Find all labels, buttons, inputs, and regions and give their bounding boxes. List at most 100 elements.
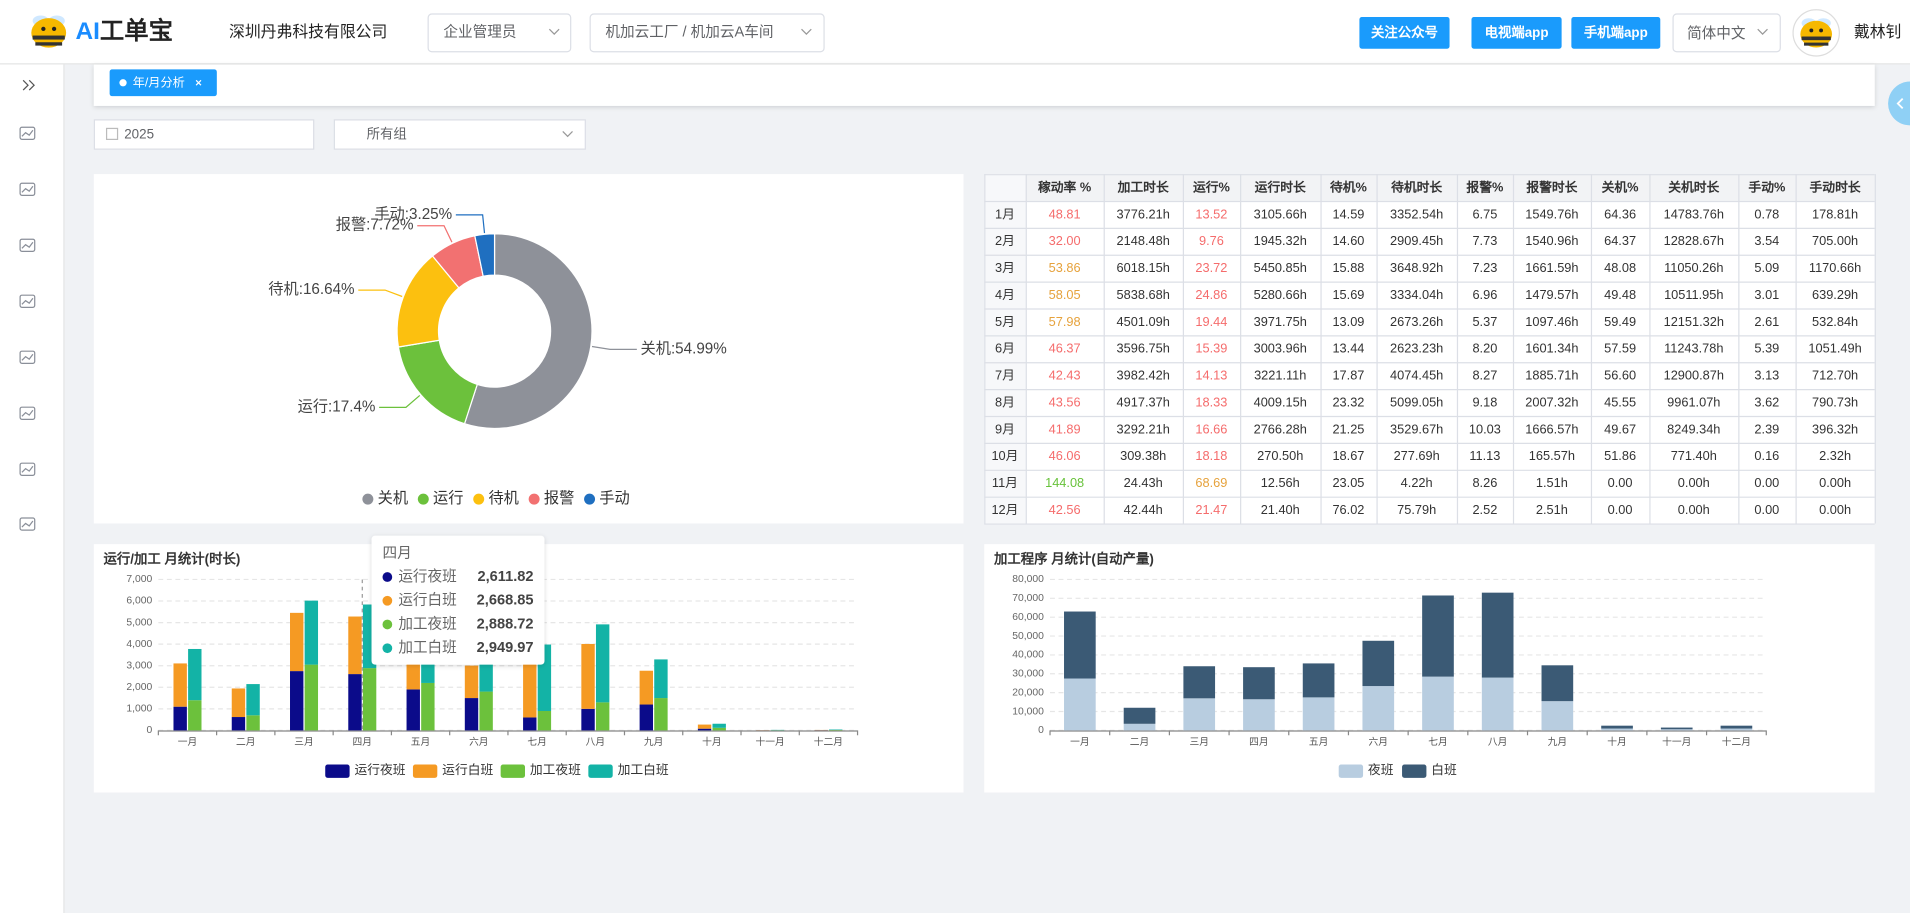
header-button[interactable] (1571, 17, 1661, 49)
bar-segment[interactable] (523, 717, 537, 731)
legend-label[interactable]: 运行 (433, 490, 463, 507)
bar-segment[interactable] (1422, 595, 1454, 677)
bar-segment[interactable] (362, 668, 377, 731)
bar-segment[interactable] (348, 674, 362, 731)
bar-segment[interactable] (654, 659, 668, 699)
bar-segment[interactable] (1243, 699, 1275, 731)
bar-segment[interactable] (1720, 728, 1753, 731)
legend-label[interactable]: 关机 (378, 490, 408, 507)
bar-segment[interactable] (639, 670, 654, 705)
bar-segment[interactable] (304, 600, 319, 665)
nav-icon[interactable] (19, 462, 36, 476)
bar-segment[interactable] (712, 727, 726, 731)
bar-segment[interactable] (421, 682, 435, 731)
header-button[interactable] (1359, 17, 1450, 49)
legend-label[interactable]: 报警 (544, 490, 574, 507)
nav-icon[interactable] (19, 406, 36, 420)
legend-marker[interactable] (417, 493, 429, 505)
language-select[interactable] (1672, 13, 1781, 53)
legend-label[interactable]: 运行夜班 (354, 762, 405, 777)
bar-segment[interactable] (712, 723, 726, 728)
user-name[interactable]: 戴林钊 (1854, 23, 1902, 41)
header-button[interactable] (1471, 17, 1562, 49)
bar-segment[interactable] (1481, 592, 1514, 678)
legend-label[interactable]: 加工白班 (618, 762, 669, 777)
bar-segment[interactable] (1541, 665, 1574, 702)
bar-segment[interactable] (173, 706, 187, 731)
bar-segment[interactable] (246, 715, 260, 731)
bar-segment[interactable] (231, 717, 246, 731)
bar-segment[interactable] (246, 684, 260, 716)
legend-marker[interactable] (412, 764, 438, 778)
legend-label[interactable]: 手动 (599, 490, 629, 507)
bar-segment[interactable] (595, 702, 610, 731)
nav-icon[interactable] (19, 126, 36, 140)
bar-segment[interactable] (581, 643, 595, 709)
bar-segment[interactable] (1064, 678, 1096, 731)
bar-segment[interactable] (697, 724, 712, 729)
bar-segment[interactable] (537, 710, 552, 731)
bar-segment[interactable] (464, 698, 479, 731)
nav-icon[interactable] (19, 517, 36, 531)
bar-segment[interactable] (1422, 676, 1454, 731)
legend-marker[interactable] (500, 764, 526, 778)
year-picker[interactable] (93, 119, 315, 150)
bar-segment[interactable] (697, 728, 712, 731)
bar-segment[interactable] (1243, 667, 1275, 700)
nav-icon[interactable] (19, 350, 36, 364)
legend-marker[interactable] (528, 493, 540, 505)
tab[interactable] (109, 69, 217, 97)
bar-segment[interactable] (1481, 677, 1514, 731)
legend-label[interactable]: 白班 (1431, 762, 1457, 777)
bar-segment[interactable] (654, 698, 668, 731)
bar-segment[interactable] (290, 612, 304, 672)
bar-segment[interactable] (464, 665, 479, 699)
bar-segment[interactable] (231, 688, 246, 718)
legend-marker[interactable] (588, 764, 613, 778)
nav-icon[interactable] (19, 238, 36, 252)
legend-label[interactable]: 加工夜班 (530, 762, 581, 777)
legend-marker[interactable] (325, 764, 350, 778)
legend-marker[interactable] (584, 493, 596, 505)
bar-segment[interactable] (639, 704, 654, 731)
bar-segment[interactable] (1601, 728, 1633, 731)
bar-segment[interactable] (581, 708, 595, 731)
bar-segment[interactable] (1183, 666, 1216, 699)
bar-segment[interactable] (1362, 686, 1395, 731)
legend-marker[interactable] (1338, 764, 1364, 778)
expand-icon[interactable] (22, 79, 29, 91)
expand-icon[interactable] (28, 79, 35, 91)
tab-close[interactable] (195, 79, 202, 86)
bar-segment[interactable] (595, 624, 610, 703)
bar-segment[interactable] (1302, 697, 1335, 731)
bar-segment[interactable] (479, 691, 493, 731)
bar-segment[interactable] (1660, 729, 1693, 731)
bar-segment[interactable] (1541, 701, 1574, 731)
bar-segment[interactable] (1601, 725, 1633, 729)
bar-segment[interactable] (173, 663, 187, 707)
bar-segment[interactable] (523, 660, 537, 718)
nav-icon[interactable] (19, 294, 36, 308)
bar-segment[interactable] (406, 689, 420, 731)
bar-segment[interactable] (1183, 698, 1216, 731)
legend-label[interactable]: 运行白班 (442, 762, 493, 777)
legend-marker[interactable] (362, 493, 374, 505)
legend-label[interactable]: 待机 (488, 490, 518, 507)
bar-segment[interactable] (290, 671, 304, 731)
workshop-select[interactable] (589, 13, 825, 53)
bar-segment[interactable] (188, 700, 202, 731)
role-select[interactable] (427, 13, 572, 53)
bar-segment[interactable] (1720, 725, 1753, 729)
legend-marker[interactable] (473, 493, 485, 505)
bar-segment[interactable] (1660, 727, 1693, 730)
bar-segment[interactable] (1123, 707, 1156, 724)
bar-segment[interactable] (304, 664, 319, 731)
bar-segment[interactable] (188, 648, 202, 701)
nav-icon[interactable] (19, 182, 36, 196)
bar-segment[interactable] (348, 616, 362, 675)
bar-segment[interactable] (1362, 640, 1395, 687)
bar-segment[interactable] (1123, 723, 1156, 731)
legend-label[interactable]: 夜班 (1368, 762, 1394, 777)
group-select[interactable] (333, 119, 586, 150)
legend-marker[interactable] (1402, 764, 1427, 778)
